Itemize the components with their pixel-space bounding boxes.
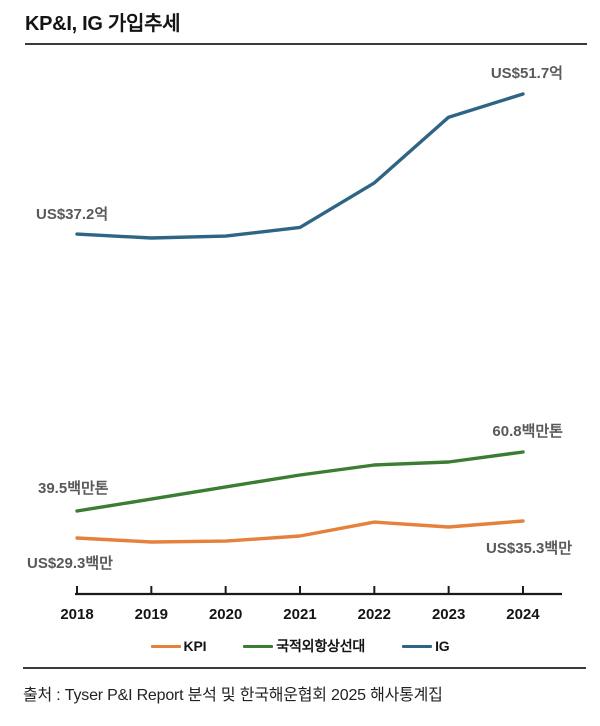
series-line-KPI bbox=[75, 519, 525, 544]
legend-label-fleet: 국적외항상선대 bbox=[276, 638, 366, 654]
x-tick-label-2020: 2020 bbox=[208, 606, 243, 623]
fleet-line-swatch-icon bbox=[243, 644, 274, 648]
ig-line-swatch-icon bbox=[402, 644, 433, 648]
x-tick-label-2024: 2024 bbox=[506, 606, 540, 623]
data-label-fleet-2024: 60.8백만톤 bbox=[492, 423, 563, 440]
header-divider bbox=[25, 43, 587, 45]
data-label-kpi-2024: US$35.3백만 bbox=[486, 540, 572, 557]
page-title: KP&I, IG 가입추세 bbox=[25, 13, 181, 35]
x-tick-label-2018: 2018 bbox=[60, 606, 94, 623]
data-label-fleet-2018: 39.5백만톤 bbox=[38, 480, 109, 497]
kpi-line-swatch-icon bbox=[150, 644, 181, 648]
data-label-ig-2018: US$37.2억 bbox=[36, 206, 109, 223]
legend-item-ig: IG bbox=[402, 638, 450, 654]
legend-label-kpi: KPI bbox=[183, 638, 207, 654]
data-label-ig-2024: US$51.7억 bbox=[490, 65, 563, 82]
data-label-kpi-2018: US$29.3백만 bbox=[27, 555, 113, 572]
chart-legend: KPI 국적외항상선대 IG bbox=[0, 636, 600, 656]
legend-item-kpi: KPI bbox=[150, 638, 207, 654]
x-tick-label-2019: 2019 bbox=[134, 606, 169, 623]
footer-divider bbox=[23, 667, 586, 669]
legend-label-ig: IG bbox=[435, 638, 450, 654]
series-line-IG bbox=[75, 92, 525, 240]
x-tick-label-2022: 2022 bbox=[357, 606, 391, 623]
series-line-국적외항상선대 bbox=[75, 450, 525, 513]
source-text: 출처 : Tyser P&I Report 분석 및 한국해운협회 2025 해… bbox=[23, 687, 443, 704]
x-tick-label-2021: 2021 bbox=[283, 606, 317, 623]
legend-item-fleet: 국적외항상선대 bbox=[243, 636, 365, 656]
x-tick-label-2023: 2023 bbox=[431, 606, 466, 623]
